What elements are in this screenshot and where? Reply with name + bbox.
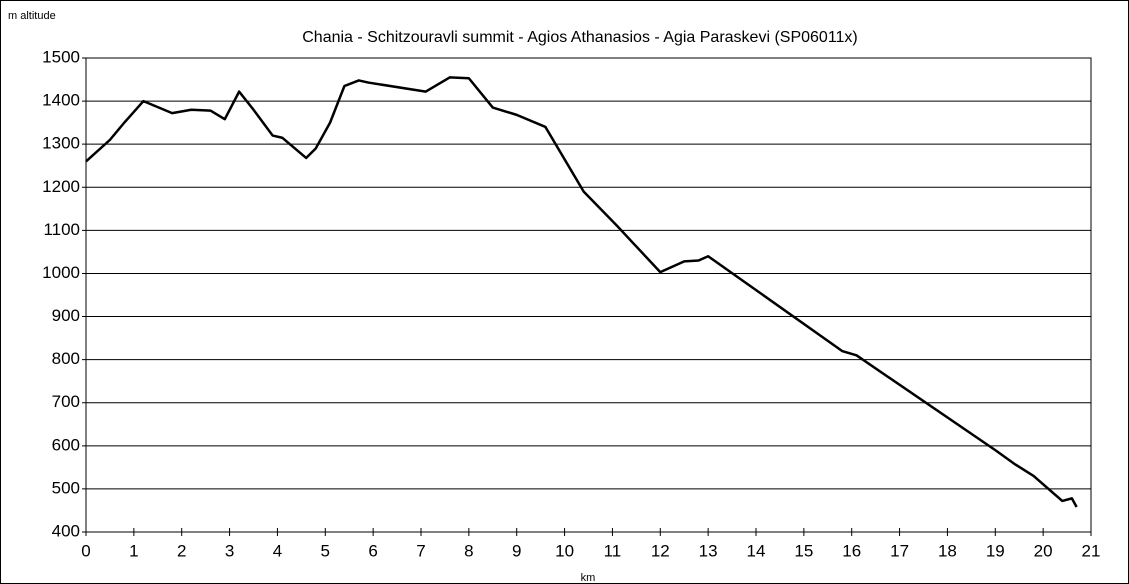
- x-tick-label: 20: [1034, 541, 1053, 560]
- x-tick-label: 12: [651, 541, 670, 560]
- x-tick-label: 18: [938, 541, 957, 560]
- x-tick-label: 2: [177, 541, 186, 560]
- y-tick-label: 1200: [42, 177, 80, 196]
- y-tick-label: 1500: [42, 47, 80, 66]
- x-tick-label: 1: [129, 541, 138, 560]
- y-tick-label: 500: [52, 478, 80, 497]
- x-tick-label: 19: [986, 541, 1005, 560]
- x-tick-label: 11: [604, 541, 622, 560]
- y-tick-label: 1300: [42, 134, 80, 153]
- x-tick-label: 21: [1082, 541, 1101, 560]
- x-tick-label: 7: [416, 541, 425, 560]
- x-tick-label: 4: [273, 541, 282, 560]
- y-tick-label: 1100: [43, 220, 80, 239]
- y-tick-label: 900: [52, 306, 80, 325]
- x-tick-label: 15: [794, 541, 813, 560]
- x-tick-label: 17: [890, 541, 909, 560]
- y-tick-label: 600: [52, 435, 80, 454]
- y-axis-label: m altitude: [8, 10, 56, 22]
- x-tick-label: 16: [842, 541, 861, 560]
- y-tick-label: 700: [52, 392, 80, 411]
- x-tick-label: 0: [81, 541, 90, 560]
- y-tick-label: 800: [52, 349, 80, 368]
- x-tick-label: 14: [747, 541, 766, 560]
- x-tick-label: 3: [225, 541, 234, 560]
- x-tick-label: 5: [321, 541, 330, 560]
- x-tick-label: 8: [464, 541, 473, 560]
- x-tick-label: 10: [555, 541, 574, 560]
- x-tick-label: 9: [512, 541, 521, 560]
- x-axis-label: km: [581, 572, 596, 584]
- line: [85, 76, 1078, 508]
- y-tick-label: 1000: [42, 263, 80, 282]
- x-tick-label: 6: [368, 541, 377, 560]
- x-tick-label: 13: [699, 541, 718, 560]
- y-tick-label: 400: [52, 521, 80, 540]
- chart-title: Chania - Schitzouravli summit - Agios At…: [302, 29, 858, 46]
- plot-area: [85, 57, 1092, 533]
- y-tick-label: 1400: [42, 91, 80, 110]
